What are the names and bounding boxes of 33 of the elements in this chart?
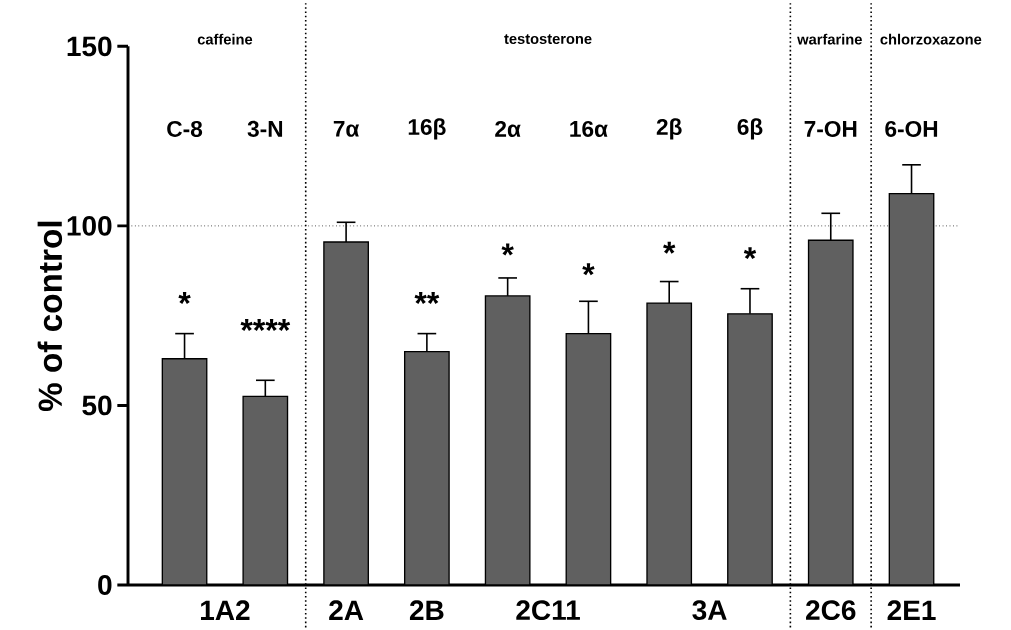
text: caffeine [197,33,253,45]
x-tick-label: 7α [333,121,360,137]
text: 2C6 [806,600,856,621]
x-tick-label: 6-OH [885,120,938,137]
annotation: * [178,292,191,304]
y-axis-title: % of control [37,221,63,412]
y-tick-label: 100 [67,215,112,236]
text: 2B [409,600,444,620]
x-tick-label: 2β [656,118,682,140]
annotation: **** [240,319,291,331]
x-tick-label: 16β [408,118,446,140]
annotation: ** [414,292,440,304]
x-tick-label: 3-N [247,120,283,137]
text: testosterone [504,34,592,44]
text: 2E1 [887,600,936,620]
x-tick-label: 16α [570,120,608,137]
text: 3A [692,600,727,621]
x-tick-label: 6β [737,118,763,140]
annotation: * [582,263,595,276]
x-tick-label: C-8 [167,120,203,137]
y-tick-label: 50 [82,395,112,416]
annotation: * [743,247,757,260]
text: chlorzoxazone [880,33,982,45]
y-tick-label: 150 [67,36,112,57]
annotation: * [663,241,676,254]
text: 2C11 [516,600,580,621]
x-tick-label: 2α [495,120,521,137]
y-tick-label: 0 [98,575,112,595]
text: warfarine [797,33,862,45]
text: 2A [329,600,364,620]
annotation: * [501,243,514,256]
x-tick-label: 7-OH [804,120,857,137]
text: 1A2 [201,600,250,620]
